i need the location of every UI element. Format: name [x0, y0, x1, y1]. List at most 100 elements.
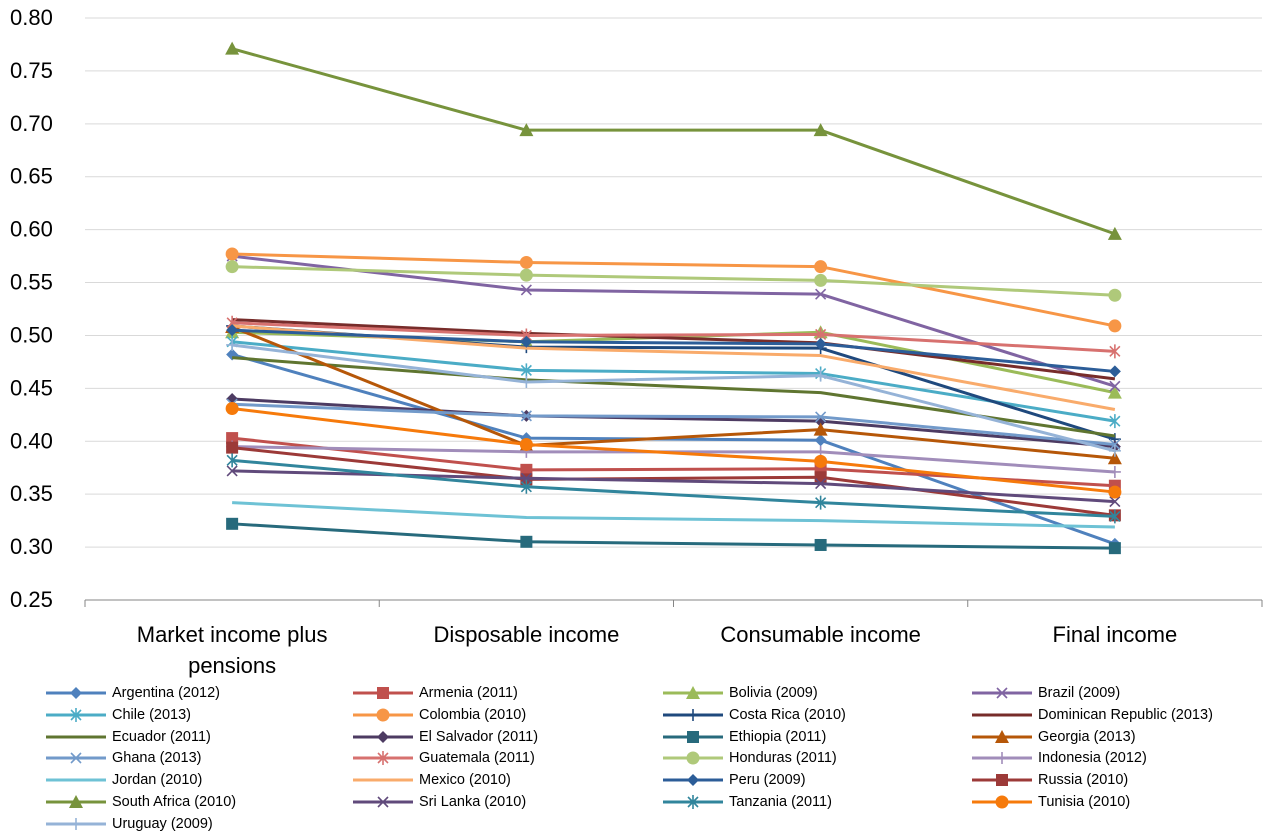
- y-tick-label: 0.55: [10, 270, 53, 295]
- data-point: [520, 463, 533, 476]
- series-brazil-2009: [226, 250, 1121, 392]
- series-line: [231, 340, 1116, 423]
- data-point: [1108, 542, 1121, 555]
- legend-marker: [70, 817, 82, 830]
- data-point: [520, 284, 532, 296]
- legend-item: Guatemala (2011): [351, 747, 535, 769]
- series-uruguay-2009: [226, 338, 1121, 457]
- legend-swatch: [46, 795, 106, 808]
- legend-item: El Salvador (2011): [351, 726, 538, 748]
- data-point: [519, 268, 533, 282]
- series-line: [231, 47, 1116, 236]
- data-point: [225, 247, 239, 261]
- data-point: [226, 432, 239, 445]
- data-point: [1108, 485, 1122, 499]
- legend-swatch: [972, 729, 1032, 743]
- series-peru-2009: [226, 324, 1121, 378]
- y-tick-label: 0.80: [10, 5, 53, 30]
- legend-marker: [996, 752, 1008, 765]
- legend-item: Dominican Republic (2013): [970, 704, 1213, 726]
- data-point: [226, 338, 239, 351]
- data-point: [520, 363, 532, 378]
- legend-item: Armenia (2011): [351, 682, 518, 704]
- data-point: [1108, 465, 1121, 478]
- legend-swatch: [46, 817, 106, 830]
- data-point: [815, 478, 827, 490]
- legend-label: Chile (2013): [112, 706, 191, 723]
- legend-swatch: [663, 751, 723, 765]
- legend-label: Costa Rica (2010): [729, 706, 846, 723]
- data-point: [814, 273, 828, 287]
- data-point: [814, 538, 827, 551]
- legend-label: Armenia (2011): [419, 685, 518, 701]
- data-point: [1108, 319, 1122, 333]
- legend-item: Georgia (2013): [970, 726, 1136, 748]
- series-tunisia-2010: [225, 401, 1122, 499]
- legend-item: Tunisia (2010): [970, 791, 1130, 813]
- series-line: [232, 328, 1116, 373]
- data-point: [1108, 365, 1121, 378]
- data-point: [226, 517, 239, 530]
- data-point: [1108, 288, 1122, 302]
- y-tick-label: 0.50: [10, 322, 53, 347]
- data-point: [520, 479, 532, 494]
- x-tick-label: Market income plus pensions: [137, 622, 328, 678]
- legend-swatch: [46, 707, 106, 722]
- series-south-africa-2010: [225, 41, 1122, 240]
- legend-label: Ghana (2013): [112, 750, 202, 767]
- legend-swatch: [353, 751, 413, 766]
- legend-swatch: [46, 778, 106, 782]
- legend-label: Uruguay (2009): [112, 815, 213, 832]
- series-line: [232, 321, 1115, 353]
- series-jordan-2010: [232, 501, 1115, 529]
- x-tick-label: Consumable income: [720, 622, 921, 647]
- legend-marker: [686, 751, 700, 765]
- gridlines: [85, 17, 1262, 548]
- series-line: [232, 265, 1115, 297]
- legend-item: Argentina (2012): [44, 682, 220, 704]
- data-point: [1108, 444, 1121, 457]
- legend-swatch: [663, 774, 723, 787]
- series-line: [231, 254, 1116, 388]
- legend-swatch: [663, 730, 723, 743]
- legend-item: South Africa (2010): [44, 791, 236, 813]
- legend-label: Ecuador (2011): [112, 728, 211, 745]
- legend-swatch: [663, 795, 723, 809]
- x-axis: Market income plus pensions Disposable inc…: [84, 599, 1263, 678]
- data-point: [814, 260, 828, 274]
- legend-swatch: [972, 713, 1032, 717]
- legend-item: Bolivia (2009): [661, 682, 818, 704]
- legend-marker: [995, 795, 1009, 809]
- data-point: [814, 369, 827, 382]
- legend-item: Tanzania (2011): [661, 791, 832, 813]
- data-point: [520, 376, 533, 389]
- legend-item: Uruguay (2009): [44, 813, 213, 835]
- data-point: [814, 454, 828, 468]
- legend-swatch: [972, 774, 1032, 787]
- legend-marker: [377, 730, 389, 743]
- data-point: [815, 495, 827, 510]
- legend-marker: [377, 796, 389, 808]
- series-line: [232, 501, 1115, 529]
- legend-swatch: [353, 778, 413, 782]
- series-tanzania-2011: [226, 453, 1121, 524]
- legend-item: Colombia (2010): [351, 704, 526, 726]
- legend-label: Colombia (2010): [419, 706, 527, 723]
- legend-item: Brazil (2009): [970, 682, 1120, 704]
- legend-label: Argentina (2012): [112, 685, 221, 701]
- data-point: [814, 337, 827, 350]
- data-point: [1107, 226, 1122, 240]
- series-lines: [225, 41, 1122, 555]
- legend-swatch: [353, 796, 413, 808]
- legend-label: Dominican Republic (2013): [1038, 706, 1213, 723]
- legend-marker: [687, 795, 699, 809]
- data-point: [1109, 344, 1121, 359]
- series-line: [231, 325, 1116, 460]
- data-point: [225, 41, 240, 55]
- x-tick-label: Disposable income: [433, 622, 619, 647]
- legend-marker: [686, 686, 700, 699]
- legend-item: Ethiopia (2011): [661, 726, 826, 748]
- legend-marker: [377, 751, 389, 766]
- legend-label: Guatemala (2011): [419, 750, 535, 767]
- legend-item: Honduras (2011): [661, 747, 837, 769]
